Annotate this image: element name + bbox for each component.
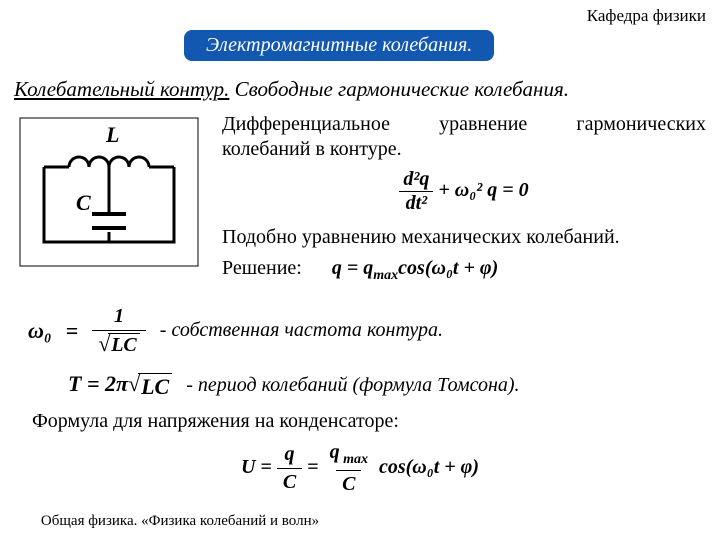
slide-title: Электромагнитные колебания. [184, 30, 494, 61]
thomson-formula: T = 2π√LC [68, 371, 172, 400]
solution-eq-max: max [373, 268, 398, 283]
voltage-caption: Формула для напряжения на конденсаторе: [32, 410, 706, 433]
subtitle: Колебательный контур. Свободные гармонич… [14, 77, 706, 102]
solution-eq-right: cos(ω₀t + φ) [398, 257, 498, 279]
solution-eq-left: q = q [332, 257, 373, 279]
right-column: Дифференциальное уравнение гармонических… [222, 112, 706, 291]
period-line: T = 2π√LC - период колебаний (формула То… [68, 371, 706, 400]
similar-text: Подобно уравнению механических колебаний… [222, 225, 706, 250]
subtitle-rest: Свободные гармонические колебания. [229, 77, 569, 101]
eq-rest: + ω₀² q = 0 [438, 179, 528, 201]
omega-den: LC [108, 333, 140, 357]
solution-line: Решение: q = qmaxcos(ω₀t + φ) [222, 256, 706, 285]
eq-num: d²q [399, 168, 433, 191]
diff-eq-caption: Дифференциальное уравнение гармонических… [222, 112, 706, 162]
differential-equation: d²q dt² + ω₀² q = 0 [222, 168, 706, 215]
solution-label: Решение: [222, 257, 302, 279]
eq-den: dt² [399, 191, 433, 215]
subtitle-underlined: Колебательный контур. [14, 77, 229, 101]
voltage-equation: U = q C = q max C cos(ω₀t + φ) [14, 441, 706, 496]
omega-num: 1 [108, 305, 130, 330]
omega-line: ω₀ = 1 √LC - собственная частота контура… [28, 305, 706, 357]
own-freq-text: - собственная частота контура. [160, 319, 443, 342]
inductor-label: L [105, 122, 119, 147]
lc-circuit-diagram: L C [14, 112, 204, 272]
capacitor-label: C [76, 190, 91, 215]
main-row: L C Дифференциальное уравнение гармониче… [14, 112, 706, 291]
footer-text: Общая физика. «Физика колебаний и волн» [40, 512, 320, 530]
department-label: Кафедра физики [587, 6, 706, 26]
omega0-symbol: ω₀ [28, 318, 52, 344]
period-text: - период колебаний (формула Томсона). [186, 374, 519, 397]
